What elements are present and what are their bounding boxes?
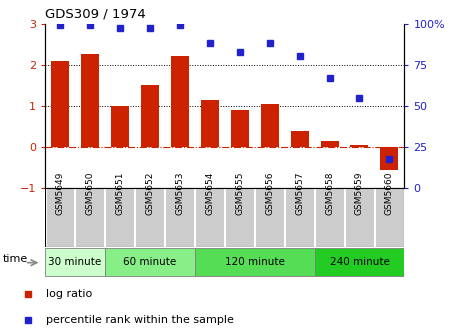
Text: percentile rank within the sample: percentile rank within the sample xyxy=(46,314,234,325)
Bar xyxy=(350,145,368,147)
Bar xyxy=(171,56,189,147)
Bar xyxy=(105,188,134,247)
Bar xyxy=(76,188,104,247)
Bar xyxy=(315,249,404,276)
Bar xyxy=(166,188,194,247)
Text: GSM5660: GSM5660 xyxy=(385,171,394,215)
Bar xyxy=(195,249,315,276)
Bar xyxy=(255,188,284,247)
Bar xyxy=(345,188,374,247)
Text: GDS309 / 1974: GDS309 / 1974 xyxy=(45,8,146,21)
Text: time: time xyxy=(2,254,27,264)
Text: GSM5651: GSM5651 xyxy=(115,171,124,215)
Bar xyxy=(290,131,308,147)
Bar xyxy=(380,147,398,170)
Text: GSM5657: GSM5657 xyxy=(295,171,304,215)
Bar xyxy=(321,141,339,147)
Bar xyxy=(195,188,224,247)
Text: GSM5656: GSM5656 xyxy=(265,171,274,215)
Text: 30 minute: 30 minute xyxy=(48,257,102,267)
Bar xyxy=(135,188,164,247)
Bar xyxy=(261,104,279,147)
Text: GSM5653: GSM5653 xyxy=(175,171,184,215)
Bar xyxy=(375,188,404,247)
Bar xyxy=(201,100,219,147)
Text: GSM5659: GSM5659 xyxy=(355,171,364,215)
Bar xyxy=(285,188,314,247)
Text: GSM5658: GSM5658 xyxy=(325,171,334,215)
Text: GSM5652: GSM5652 xyxy=(145,171,154,215)
Bar xyxy=(141,85,159,147)
Bar xyxy=(315,188,344,247)
Text: 240 minute: 240 minute xyxy=(330,257,389,267)
Text: GSM5655: GSM5655 xyxy=(235,171,244,215)
Bar xyxy=(45,249,105,276)
Bar xyxy=(231,110,249,147)
Bar xyxy=(111,106,129,147)
Text: 60 minute: 60 minute xyxy=(123,257,176,267)
Bar xyxy=(51,60,69,147)
Text: 120 minute: 120 minute xyxy=(225,257,285,267)
Text: GSM5649: GSM5649 xyxy=(55,171,64,215)
Text: GSM5650: GSM5650 xyxy=(85,171,95,215)
Bar xyxy=(81,54,99,147)
Bar xyxy=(45,188,74,247)
Bar xyxy=(225,188,254,247)
Text: log ratio: log ratio xyxy=(46,289,92,299)
Text: GSM5654: GSM5654 xyxy=(205,171,214,215)
Bar xyxy=(105,249,195,276)
